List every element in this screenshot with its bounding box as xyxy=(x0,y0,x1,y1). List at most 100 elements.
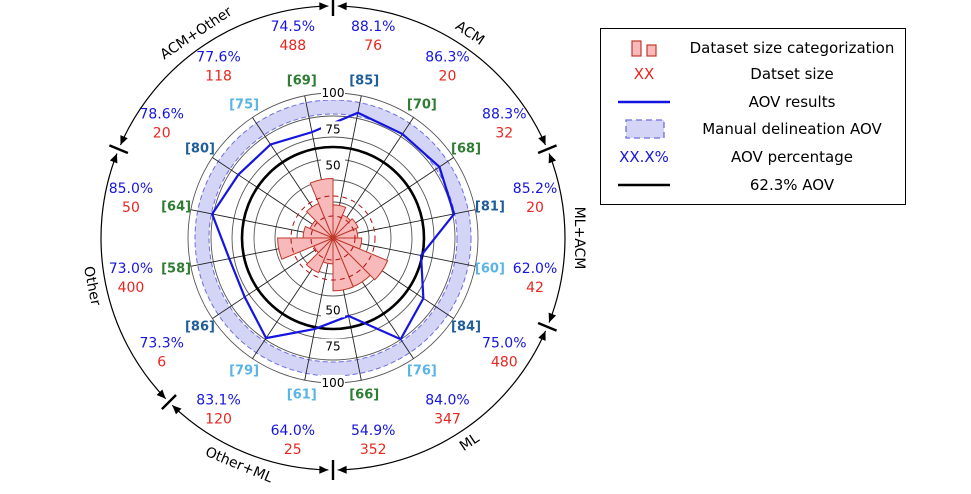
aov-percentage-label: 88.1% xyxy=(351,19,395,35)
dataset-size-label: 20 xyxy=(153,126,171,142)
group-arrowhead xyxy=(109,153,118,164)
aov-percentage-label: 75.0% xyxy=(482,335,526,351)
size-petal xyxy=(309,178,334,239)
manual-aov-band xyxy=(195,100,471,376)
tick-label-bottom: 75 xyxy=(325,340,340,354)
group-arrowhead xyxy=(548,312,557,323)
aov-percentage-label: 64.0% xyxy=(271,423,315,439)
legend-item-aov-percentage: XX.X% AOV percentage xyxy=(601,144,907,170)
reference-circle xyxy=(240,145,426,331)
group-arrowhead xyxy=(548,153,557,164)
legend-symbol: XX.X% xyxy=(619,148,669,166)
group-label: Other xyxy=(80,265,103,307)
size-petal xyxy=(332,237,354,292)
tick-label-top: 50 xyxy=(325,159,340,173)
group-arrowhead xyxy=(120,135,128,145)
group-boundary-tick xyxy=(537,321,558,332)
reference-label: [81] xyxy=(475,199,505,214)
tick-label-bg xyxy=(321,157,345,173)
reference-label: [80] xyxy=(185,142,215,157)
legend-item-reference-line: 62.3% AOV xyxy=(601,172,907,198)
legend-item-manual-aov: Manual delineation AOV xyxy=(601,116,907,142)
legend-label: AOV percentage xyxy=(731,148,853,166)
band-icon xyxy=(609,116,679,142)
group-label: ML xyxy=(457,430,483,454)
legend-label: 62.3% AOV xyxy=(749,176,835,194)
aov-percentage-label: 62.0% xyxy=(513,261,557,277)
dataset-size-label: 42 xyxy=(526,280,544,296)
aov-percentage-label: 86.3% xyxy=(425,50,469,66)
legend: Dataset size categorization XX Datset si… xyxy=(600,28,906,205)
legend-label: Manual delineation AOV xyxy=(702,120,882,138)
tick-label-bg xyxy=(321,375,345,390)
legend-item-dataset-size: XX Datset size xyxy=(601,61,907,87)
group-arc xyxy=(337,330,547,471)
group-arrowhead xyxy=(337,2,347,11)
aov-percentage-label: 88.3% xyxy=(482,107,526,123)
radar-chart: 50 50 75 75 100 100 [85] 88.1% 76 [70] 86.3% 20 [68]… xyxy=(80,0,587,486)
manual-aov-band-edge xyxy=(208,113,458,363)
tick-label-bottom: 50 xyxy=(325,303,340,317)
legend-symbol: XX xyxy=(633,65,655,83)
legend-item-size-categorization: Dataset size categorization xyxy=(601,35,907,61)
tick-label-top: 100 xyxy=(322,86,345,100)
aov-percentage-label: 73.3% xyxy=(139,335,183,351)
size-petal xyxy=(332,237,389,281)
dataset-size-label: 480 xyxy=(491,354,518,370)
dataset-size-label: 50 xyxy=(122,200,140,216)
dataset-size-label: 76 xyxy=(364,38,382,54)
group-boundary-tick xyxy=(161,394,177,410)
reference-label: [79] xyxy=(229,364,259,379)
size-guide-circle xyxy=(290,195,376,281)
group-arrowhead xyxy=(172,405,182,415)
tick-label-bg xyxy=(321,302,345,318)
group-boundary-tick xyxy=(537,144,558,155)
group-arc xyxy=(337,5,547,146)
dataset-size-label: 20 xyxy=(526,200,544,216)
aov-percentage-label: 84.0% xyxy=(425,392,469,408)
reference-label: [61] xyxy=(287,387,317,402)
size-bars-icon xyxy=(609,35,679,61)
aov-percentage-label: 83.1% xyxy=(196,392,240,408)
size-petal xyxy=(332,218,359,239)
group-arrowhead xyxy=(319,465,329,474)
group-arc xyxy=(548,153,566,323)
dataset-size-label: 352 xyxy=(360,442,387,458)
dataset-size-label: 6 xyxy=(157,354,166,370)
aov-percentage-label: 77.6% xyxy=(196,50,240,66)
group-arrowhead xyxy=(319,2,329,11)
aov-percentage-label: 74.5% xyxy=(271,19,315,35)
dataset-size-label: 488 xyxy=(279,38,306,54)
aov-percentage-label: 78.6% xyxy=(139,107,183,123)
blue-line-icon xyxy=(609,89,679,115)
aov-percentage-label: 73.0% xyxy=(109,261,153,277)
legend-label: Datset size xyxy=(750,65,834,83)
tick-label-bg xyxy=(321,85,345,100)
aov-percentage-label: 54.9% xyxy=(351,423,395,439)
group-label: ML+ACM xyxy=(571,207,587,270)
group-arc xyxy=(100,153,167,400)
group-arrowhead xyxy=(538,331,546,341)
dataset-size-label: 120 xyxy=(205,411,232,427)
grid-circle xyxy=(210,115,456,361)
group-label: ACM xyxy=(452,18,487,49)
dataset-size-label: 347 xyxy=(434,411,461,427)
reference-label: [76] xyxy=(407,364,437,379)
reference-label: [75] xyxy=(229,97,259,112)
reference-label: [86] xyxy=(185,319,215,334)
dataset-size-label: 25 xyxy=(284,442,302,458)
dataset-size-label: 20 xyxy=(439,69,457,85)
black-line-icon xyxy=(609,172,679,198)
aov-percentage-label: 85.2% xyxy=(513,181,557,197)
group-boundary-tick xyxy=(108,144,129,155)
dataset-size-label: 32 xyxy=(495,126,513,142)
tick-label-bg xyxy=(321,121,345,137)
reference-label: [69] xyxy=(287,74,317,89)
aov-polygon xyxy=(210,111,456,341)
reference-label: [64] xyxy=(161,199,191,214)
size-guide-circle xyxy=(310,215,356,261)
aov-percentage-label: 85.0% xyxy=(109,181,153,197)
spoke-line xyxy=(212,237,334,319)
reference-label: [68] xyxy=(451,142,481,157)
group-arc xyxy=(171,404,329,471)
